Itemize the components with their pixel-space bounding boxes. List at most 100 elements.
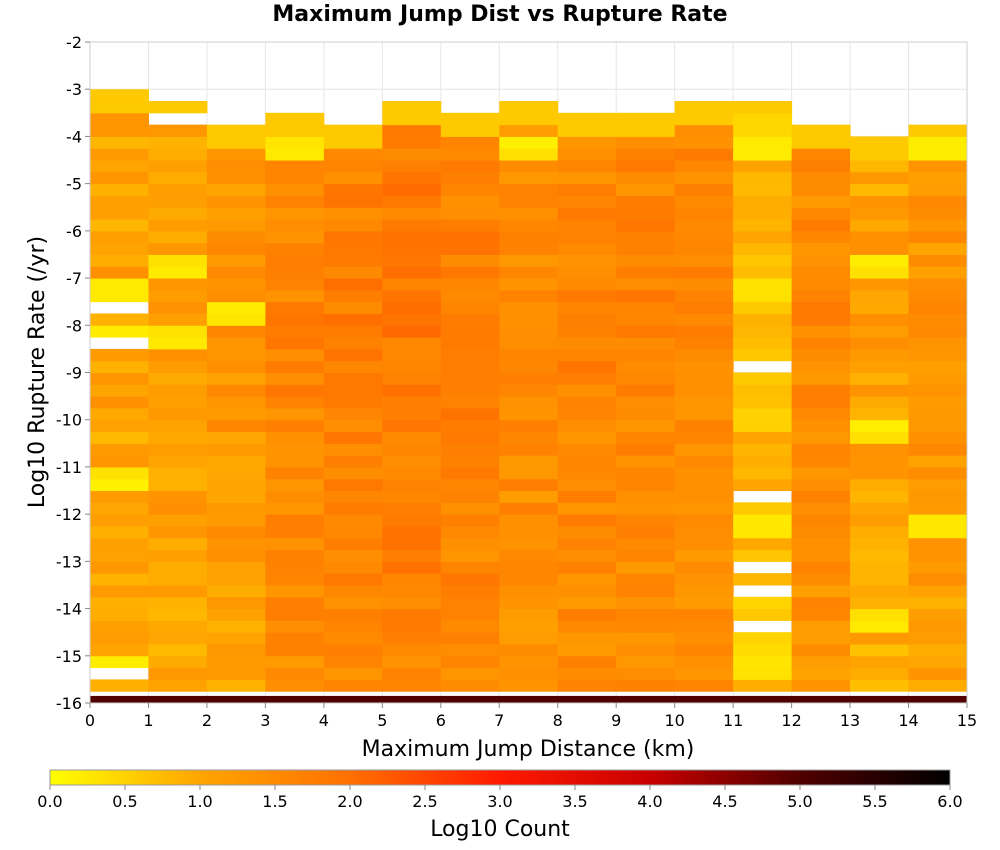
heatmap-cell (908, 337, 968, 350)
heatmap-cell (440, 407, 500, 421)
heatmap-cell (265, 195, 325, 208)
heatmap-cell (440, 490, 500, 503)
heatmap-cell (382, 431, 442, 444)
heatmap-cell (265, 124, 325, 137)
heatmap-cell (440, 396, 500, 409)
heatmap-cell (674, 514, 734, 527)
heatmap-cell (206, 573, 266, 586)
heatmap-cell (674, 289, 734, 303)
heatmap-cell (616, 313, 676, 326)
heatmap-cell (557, 431, 617, 444)
heatmap-cell (148, 337, 208, 350)
heatmap-cell (850, 136, 910, 149)
heatmap-cell (206, 537, 266, 551)
heatmap-cell (908, 136, 968, 149)
heatmap-cell (908, 443, 968, 456)
heatmap-cell (206, 230, 266, 244)
heatmap-cell (733, 160, 793, 173)
heatmap-cell (499, 396, 559, 409)
heatmap-cell (206, 195, 266, 208)
heatmap-cell (733, 207, 793, 220)
heatmap-cell (791, 384, 851, 397)
heatmap-cell (323, 478, 383, 492)
heatmap-cell (148, 219, 208, 232)
heatmap-cell (323, 443, 383, 456)
heatmap-cell (674, 254, 734, 267)
heatmap-cell (206, 289, 266, 303)
heatmap-cell (382, 466, 442, 480)
heatmap-cell (908, 584, 968, 598)
heatmap-cell (499, 301, 559, 314)
heatmap-cell (908, 525, 968, 539)
heatmap-cell (440, 608, 500, 621)
x-tick-label: 11 (723, 711, 743, 730)
heatmap-cell (90, 490, 149, 503)
heatmap-cell (148, 525, 208, 539)
heatmap-cell (499, 112, 559, 126)
heatmap-cell (791, 183, 851, 196)
heatmap-cell (440, 384, 500, 397)
heatmap-cell (323, 490, 383, 503)
heatmap-cell (499, 431, 559, 444)
heatmap-cell (908, 301, 968, 314)
heatmap-cell (382, 407, 442, 421)
heatmap-cell (440, 584, 500, 598)
heatmap-cell (616, 443, 676, 456)
heatmap-cell (265, 455, 325, 468)
heatmap-cell (323, 124, 383, 137)
heatmap-cell (791, 136, 851, 149)
heatmap-cell (148, 502, 208, 515)
heatmap-cell (206, 148, 266, 161)
heatmap-cell (850, 219, 910, 232)
heatmap-cell (265, 266, 325, 279)
heatmap-cell (90, 455, 149, 468)
heatmap-cell (791, 313, 851, 326)
heatmap-cell (616, 325, 676, 338)
heatmap-cell (440, 360, 500, 373)
heatmap-cell (90, 348, 149, 362)
x-tick-label: 10 (664, 711, 684, 730)
heatmap-cell (499, 230, 559, 244)
heatmap-cell (382, 537, 442, 551)
heatmap-cell (616, 431, 676, 444)
heatmap-cell (850, 525, 910, 539)
heatmap-cell (791, 278, 851, 291)
heatmap-cell (265, 679, 325, 692)
colorbar-tick-label: 4.0 (637, 792, 662, 811)
heatmap-cell (323, 549, 383, 562)
heatmap-cell (557, 148, 617, 161)
heatmap-cell (265, 136, 325, 149)
x-tick-label: 15 (957, 711, 977, 730)
heatmap-cell (499, 183, 559, 196)
heatmap-cell (499, 455, 559, 468)
heatmap-cell (616, 112, 676, 126)
heatmap-cell (440, 254, 500, 267)
heatmap-cell (908, 549, 968, 562)
heatmap-cell (499, 372, 559, 385)
heatmap-cell (791, 655, 851, 669)
colorbar-tick-label: 0.5 (112, 792, 137, 811)
heatmap-cell (908, 183, 968, 196)
heatmap-cell (733, 289, 793, 303)
heatmap-cell (908, 620, 968, 633)
heatmap-cell (674, 632, 734, 645)
heatmap-cell (440, 620, 500, 633)
heatmap-cell (733, 407, 793, 421)
heatmap-cell (908, 502, 968, 515)
heatmap-cell (499, 419, 559, 433)
heatmap-cell (382, 608, 442, 621)
heatmap-cell (382, 384, 442, 397)
heatmap-cell (908, 372, 968, 385)
heatmap-cell (557, 266, 617, 279)
heatmap-cell (148, 372, 208, 385)
heatmap-cell (850, 148, 910, 161)
heatmap-cell (323, 195, 383, 208)
heatmap-cell (206, 561, 266, 574)
heatmap-cell (908, 242, 968, 255)
heatmap-cell (206, 313, 266, 326)
heatmap-cell (674, 207, 734, 220)
heatmap-cell (206, 620, 266, 633)
heatmap-cell (791, 443, 851, 456)
heatmap-cell (850, 514, 910, 527)
